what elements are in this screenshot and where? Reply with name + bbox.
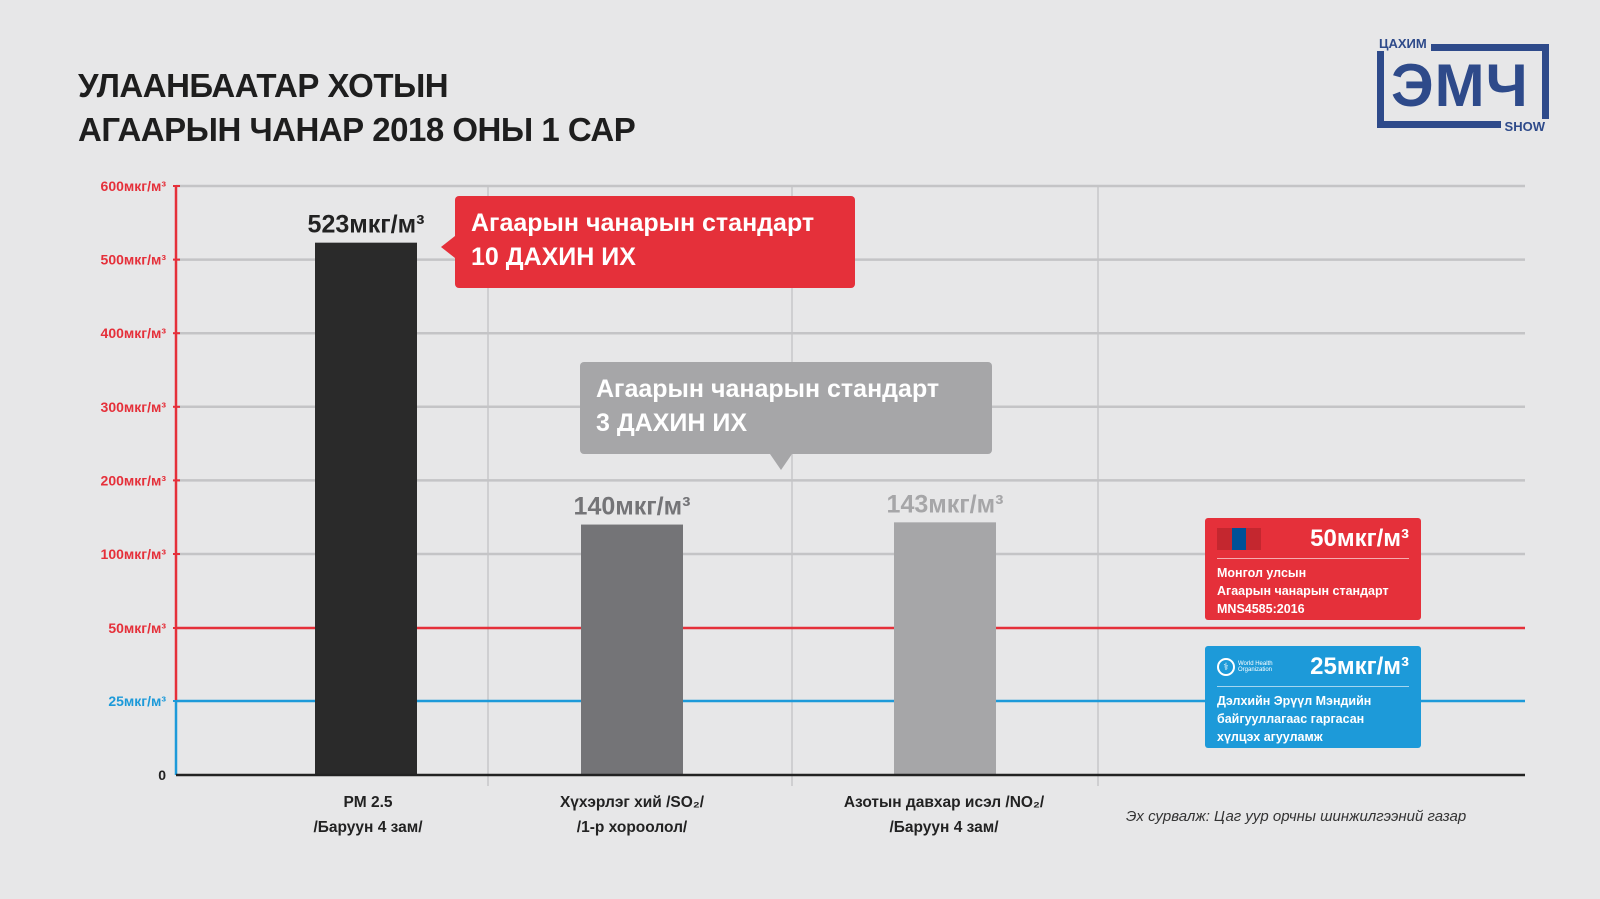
y-tick-label-600: 600мкг/м³ bbox=[101, 178, 167, 194]
x-label-pm25: PM 2.5 /Баруун 4 зам/ bbox=[238, 790, 498, 840]
bar-1 bbox=[315, 242, 417, 775]
x-label-no2-line1: Азотын давхар исэл /NO₂/ bbox=[843, 794, 1045, 811]
callout-pm25: Агаарын чанарын стандарт 10 ДАХИН ИХ bbox=[441, 196, 855, 288]
logo-top-text: ЦАХИМ bbox=[1375, 36, 1431, 51]
y-tick-label-300: 300мкг/м³ bbox=[101, 399, 167, 415]
title-line-2: АГААРЫН ЧАНАР 2018 ОНЫ 1 САР bbox=[78, 111, 636, 148]
callout-gases-line1: Агаарын чанарын стандарт bbox=[596, 375, 940, 403]
x-label-no2-line2: /Баруун 4 зам/ bbox=[889, 819, 999, 836]
bar-value-label-1: 523мкг/м³ bbox=[308, 211, 425, 239]
logo-bottom-text: SHOW bbox=[1500, 119, 1549, 134]
bar-2 bbox=[581, 524, 683, 775]
mongolia-standard-desc-2: Агаарын чанарын стандарт bbox=[1217, 584, 1389, 598]
emch-show-logo: ЦАХИМ ЭМЧ SHOW bbox=[1373, 36, 1563, 136]
x-label-pm25-line1: PM 2.5 bbox=[343, 794, 393, 811]
who-standard-desc-3: хүлцэх агууламж bbox=[1217, 730, 1323, 744]
bar-value-label-2: 140мкг/м³ bbox=[574, 493, 691, 521]
mongolia-standard-desc-3: MNS4585:2016 bbox=[1217, 602, 1305, 616]
y-tick-label-0: 0 bbox=[158, 767, 166, 783]
callout-pm25-line1: Агаарын чанарын стандарт bbox=[471, 209, 815, 237]
mongolia-flag-icon bbox=[1217, 528, 1262, 550]
title-line-1: УЛААНБААТАР ХОТЫН bbox=[78, 67, 449, 104]
mongolia-standard-value: 50мкг/м³ bbox=[1310, 525, 1409, 552]
x-label-so2-line1: Хүхэрлэг хий /SO₂/ bbox=[559, 794, 705, 811]
callout-pm25-line2: 10 ДАХИН ИХ bbox=[471, 243, 636, 271]
x-label-no2: Азотын давхар исэл /NO₂/ /Баруун 4 зам/ bbox=[814, 790, 1074, 840]
bar-3 bbox=[894, 522, 996, 775]
logo-frame bbox=[1377, 44, 1549, 128]
who-standard-value: 25мкг/м³ bbox=[1310, 653, 1409, 680]
callout-gases: Агаарын чанарын стандарт 3 ДАХИН ИХ bbox=[580, 362, 992, 470]
mongolia-standard-box: 50мкг/м³ Монгол улсын Агаарын чанарын ст… bbox=[1205, 518, 1421, 620]
logo-main-text: ЭМЧ bbox=[1391, 52, 1529, 119]
y-tick-label-100: 100мкг/м³ bbox=[101, 546, 167, 562]
callout-gases-line2: 3 ДАХИН ИХ bbox=[596, 409, 748, 437]
y-tick-label-25: 25мкг/м³ bbox=[108, 693, 166, 709]
who-standard-desc-2: байгууллагаас гаргасан bbox=[1217, 712, 1365, 726]
page-title: УЛААНБААТАР ХОТЫН АГААРЫН ЧАНАР 2018 ОНЫ… bbox=[78, 64, 636, 152]
source-note: Эх сурвалж: Цаг уур орчны шинжилгээний г… bbox=[1126, 808, 1467, 825]
bar-value-label-3: 143мкг/м³ bbox=[887, 490, 1004, 518]
x-label-so2-line2: /1-р хороолол/ bbox=[576, 819, 688, 836]
who-logo-icon: ⚕ World Health Organization bbox=[1217, 658, 1282, 676]
y-tick-label-50: 50мкг/м³ bbox=[108, 620, 166, 636]
y-tick-label-400: 400мкг/м³ bbox=[101, 325, 167, 341]
mongolia-standard-desc-1: Монгол улсын bbox=[1217, 566, 1307, 580]
y-tick-label-200: 200мкг/м³ bbox=[101, 472, 167, 488]
x-label-so2: Хүхэрлэг хий /SO₂/ /1-р хороолол/ bbox=[502, 790, 762, 840]
who-standard-desc-1: Дэлхийн Эрүүл Мэндийн bbox=[1217, 694, 1372, 708]
who-logo-text: World Health Organization bbox=[1238, 661, 1273, 673]
x-label-pm25-line2: /Баруун 4 зам/ bbox=[313, 819, 423, 836]
who-standard-box: ⚕ World Health Organization 25мкг/м³ Дэл… bbox=[1205, 646, 1421, 748]
y-tick-label-500: 500мкг/м³ bbox=[101, 252, 167, 268]
